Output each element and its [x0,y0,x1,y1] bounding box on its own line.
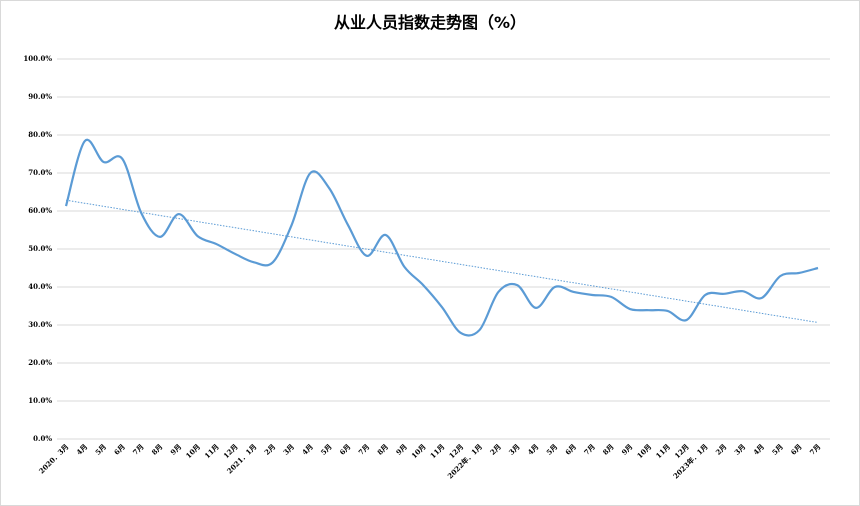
y-tick-label: 60.0% [28,206,52,215]
y-tick-label: 70.0% [28,168,52,177]
y-tick-label: 0.0% [33,434,52,443]
y-tick-label: 90.0% [28,92,52,101]
trend-line [65,199,819,324]
chart-title: 从业人员指数走势图（%） [334,13,526,32]
y-tick-label: 30.0% [28,320,52,329]
y-tick-label: 80.0% [28,130,52,139]
y-tick-label: 100.0% [23,54,52,63]
data-line [64,138,819,337]
y-tick-label: 40.0% [28,282,52,291]
y-tick-label: 10.0% [28,396,52,405]
y-tick-label: 50.0% [28,244,52,253]
y-tick-label: 20.0% [28,358,52,367]
